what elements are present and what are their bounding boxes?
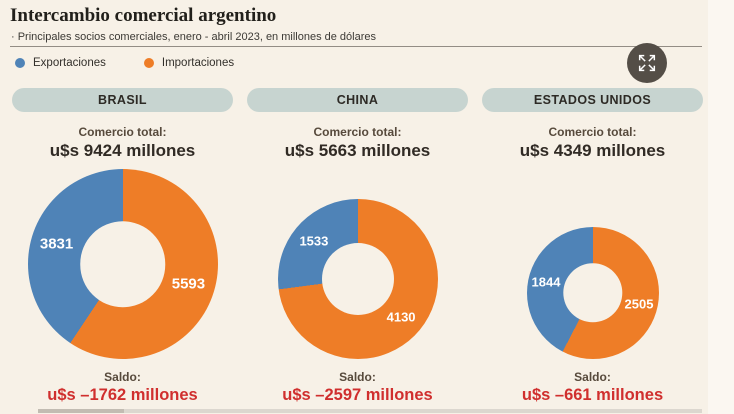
legend-item-importaciones[interactable]: Importaciones <box>143 57 235 69</box>
page-title: Intercambio comercial argentino <box>10 5 277 26</box>
country-column-brasil: BRASIL Comercio total: u$s 9424 millones… <box>12 88 233 408</box>
expand-arrows-icon <box>636 52 658 74</box>
donut-hole <box>562 263 623 323</box>
donut-hole <box>79 221 166 307</box>
donut-area-brasil: 5593 3831 <box>12 161 233 364</box>
saldo-value: u$s –2597 millones <box>282 386 433 404</box>
expand-button[interactable] <box>627 43 667 83</box>
country-header-estados-unidos: ESTADOS UNIDOS <box>482 88 703 112</box>
country-header-china: CHINA <box>247 88 468 112</box>
country-header-brasil: BRASIL <box>12 88 233 112</box>
scrollbar-thumb[interactable] <box>38 409 124 413</box>
donut-chart-brasil[interactable]: 5593 3831 <box>27 169 218 359</box>
legend-item-exportaciones[interactable]: Exportaciones <box>15 57 106 69</box>
slice-value-label: 1533 <box>299 233 329 249</box>
donut-area-china: 4130 1533 <box>247 161 468 364</box>
header-divider <box>10 46 702 47</box>
horizontal-scrollbar[interactable] <box>38 409 702 413</box>
comercio-total-label: Comercio total: <box>78 125 167 139</box>
slice-value-label: 5593 <box>171 275 206 293</box>
donut-hole <box>321 243 394 315</box>
saldo-label: Saldo: <box>104 370 141 384</box>
comercio-total-value: u$s 9424 millones <box>49 141 196 160</box>
legend-label: Importaciones <box>161 57 235 69</box>
slice-value-label: 3831 <box>39 235 74 253</box>
page-subtitle: · Principales socios comerciales, enero … <box>11 31 377 43</box>
comercio-total-value: u$s 5663 millones <box>284 141 431 160</box>
saldo-value: u$s –661 millones <box>521 386 664 404</box>
comercio-total-label: Comercio total: <box>548 125 637 139</box>
page-right-gutter <box>708 0 734 414</box>
slice-value-label: 4130 <box>386 309 416 325</box>
slice-value-label: 1844 <box>531 274 561 290</box>
country-column-china: CHINA Comercio total: u$s 5663 millones … <box>247 88 468 408</box>
country-column-estados-unidos: ESTADOS UNIDOS Comercio total: u$s 4349 … <box>482 88 703 408</box>
donut-chart-estados-unidos[interactable]: 2505 1844 <box>526 227 659 359</box>
donut-chart-china[interactable]: 4130 1533 <box>277 199 438 359</box>
legend-label: Exportaciones <box>33 57 106 69</box>
legend: Exportaciones Importaciones <box>15 57 234 69</box>
slice-value-label: 2505 <box>624 296 654 312</box>
exportaciones-dot-icon <box>15 58 25 68</box>
saldo-label: Saldo: <box>574 370 611 384</box>
saldo-label: Saldo: <box>339 370 376 384</box>
importaciones-dot-icon <box>143 58 154 68</box>
donut-area-estados-unidos: 2505 1844 <box>482 161 703 364</box>
country-columns: BRASIL Comercio total: u$s 9424 millones… <box>12 88 703 408</box>
saldo-value: u$s –1762 millones <box>47 386 198 404</box>
comercio-total-label: Comercio total: <box>313 125 402 139</box>
comercio-total-value: u$s 4349 millones <box>519 141 666 160</box>
